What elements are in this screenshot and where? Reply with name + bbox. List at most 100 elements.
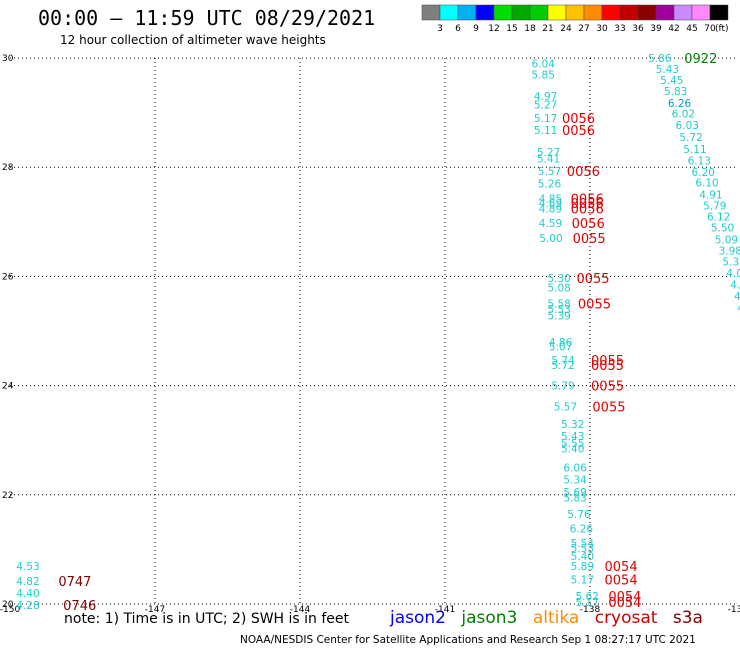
swh-value-label: 5.58 bbox=[547, 299, 570, 311]
swh-value-label: 5.79 bbox=[551, 381, 574, 393]
colorbar-label: 27 bbox=[578, 24, 589, 34]
swh-value-label: 5.50 bbox=[711, 222, 734, 234]
swh-value-label: 5.43 bbox=[561, 431, 584, 443]
legend-s3a: s3a bbox=[672, 608, 703, 628]
x-tick-label: -144 bbox=[290, 605, 311, 615]
swh-value-label: 5.11 bbox=[683, 144, 706, 156]
chart-axes: -150 -147 -144 -141 -138 -13 20 22 24 26 28 30 bbox=[0, 54, 740, 615]
x-tick-label: -150 bbox=[0, 605, 20, 615]
time-label: 0055 bbox=[592, 400, 625, 415]
colorbar-label: 70 bbox=[704, 24, 716, 34]
swh-value-label: 5.27 bbox=[537, 147, 560, 159]
swh-value-label: 5.07 bbox=[549, 341, 572, 353]
y-tick-label: 24 bbox=[2, 382, 14, 392]
time-labels: 0056005600560056005600560056005500550055… bbox=[58, 52, 717, 614]
time-label: 0746 bbox=[63, 599, 96, 614]
swh-value-label: 5.53 bbox=[571, 543, 594, 555]
swh-value-label: 6.03 bbox=[676, 120, 699, 132]
x-tick-label: -138 bbox=[580, 605, 601, 615]
y-tick-label: 20 bbox=[2, 600, 14, 610]
swh-value-label: 5.55 bbox=[561, 438, 584, 450]
y-tick-label: 26 bbox=[2, 272, 14, 282]
swh-value-label: 3.98 bbox=[719, 246, 740, 258]
time-label: 0055 bbox=[591, 380, 624, 395]
swh-value-label: 5.26 bbox=[538, 179, 562, 191]
swh-value-label: 5.76 bbox=[567, 509, 591, 521]
x-tick-label: -13 bbox=[728, 605, 740, 615]
swh-value-label: 5.17 bbox=[576, 597, 599, 609]
chart-title: 00:00 – 11:59 UTC 08/29/2021 bbox=[38, 6, 376, 30]
colorbar-label: 3 bbox=[437, 24, 443, 34]
colorbar-swatch bbox=[619, 4, 639, 21]
y-tick-label: 30 bbox=[2, 54, 14, 64]
time-label: 0054 bbox=[608, 590, 641, 605]
footer-credit: NOAA/NESDIS Center for Satellite Applica… bbox=[240, 634, 696, 646]
colorbar-swatch bbox=[565, 4, 585, 21]
legend-cryosat: cryosat bbox=[594, 608, 658, 628]
time-label: 0054 bbox=[608, 596, 641, 611]
swh-value-label: 5.57 bbox=[554, 401, 577, 413]
swh-value-label: 5.69 bbox=[563, 487, 586, 499]
swh-value-label: 5.43 bbox=[656, 64, 679, 76]
colorbar-swatch bbox=[511, 4, 531, 21]
swh-value-label: 5.45 bbox=[660, 75, 683, 87]
swh-value-label: 6.06 bbox=[563, 463, 587, 475]
colorbar-swatch bbox=[421, 4, 441, 21]
swh-value-label: 4.59 bbox=[539, 218, 562, 230]
swh-value-label: 5.83 bbox=[563, 493, 586, 505]
swh-value-label: 5.53 bbox=[547, 304, 570, 316]
swh-value-label: 5.62 bbox=[576, 591, 599, 603]
colorbar-label: 33 bbox=[614, 24, 625, 34]
colorbar-swatch bbox=[673, 4, 693, 21]
swh-value-label: 5.32 bbox=[561, 419, 584, 431]
colorbar-label: 9 bbox=[473, 24, 479, 34]
legend-jason3: jason3 bbox=[461, 608, 518, 628]
swh-value-label: 5.86 bbox=[648, 53, 672, 65]
time-label: 0055 bbox=[573, 232, 606, 247]
time-label: 0056 bbox=[567, 165, 600, 180]
swh-value-label: 4.69 bbox=[539, 198, 562, 210]
time-label: 0056 bbox=[562, 112, 595, 127]
time-label: 0055 bbox=[591, 354, 624, 369]
time-label: 0054 bbox=[605, 573, 638, 588]
swh-value-label: 5.79 bbox=[703, 200, 726, 212]
y-tick-label: 22 bbox=[2, 491, 13, 501]
swh-value-label: 4.89 bbox=[539, 204, 562, 216]
colorbar-swatch bbox=[439, 4, 459, 21]
legend-altika: altika bbox=[532, 608, 580, 628]
swh-value-label: 4.85 bbox=[539, 193, 562, 205]
swh-value-label: 5.08 bbox=[547, 282, 570, 294]
colorbar-swatch bbox=[475, 4, 495, 21]
time-label: 0056 bbox=[571, 192, 604, 207]
swh-value-label: 5.89 bbox=[571, 561, 594, 573]
swh-value-label: 4.82 bbox=[16, 576, 39, 588]
colorbar-swatch bbox=[691, 4, 711, 21]
swh-value-label: 4.97 bbox=[534, 91, 557, 103]
swh-value-label: 6.04 bbox=[532, 58, 556, 70]
colorbar-label: 30 bbox=[596, 24, 608, 34]
swh-value-label: 6.26 bbox=[668, 98, 692, 110]
swh-value-label: 5.54 bbox=[571, 538, 595, 550]
legend-jason2: jason2 bbox=[390, 608, 446, 628]
time-label: 0055 bbox=[591, 359, 624, 374]
swh-value-label: 5.72 bbox=[551, 360, 574, 372]
swh-value-label: 4.91 bbox=[699, 190, 722, 202]
time-label: 0055 bbox=[576, 272, 609, 287]
swh-value-label: 5.85 bbox=[532, 69, 555, 81]
swh-value-label: 4.51 bbox=[730, 280, 740, 292]
time-label: 0056 bbox=[571, 197, 604, 212]
data-points: 6.045.854.975.275.175.115.275.415.575.26… bbox=[16, 53, 740, 612]
colorbar-swatch bbox=[547, 4, 567, 21]
swh-value-label: 5.74 bbox=[551, 355, 575, 367]
swh-value-label: 5.17 bbox=[571, 574, 594, 586]
swh-value-label: 6.02 bbox=[672, 109, 695, 121]
colorbar-label: 39 bbox=[650, 24, 662, 34]
swh-value-label: 6.12 bbox=[707, 211, 730, 223]
swh-value-label: 5.30 bbox=[547, 273, 570, 285]
colorbar-label: 36 bbox=[632, 24, 644, 34]
colorbar-label: 42 bbox=[668, 24, 679, 34]
swh-value-label: 6.26 bbox=[570, 524, 594, 536]
swh-value-label: 5.41 bbox=[537, 153, 560, 165]
swh-value-label: 6.20 bbox=[692, 167, 715, 179]
colorbar-label: 45 bbox=[686, 24, 697, 34]
